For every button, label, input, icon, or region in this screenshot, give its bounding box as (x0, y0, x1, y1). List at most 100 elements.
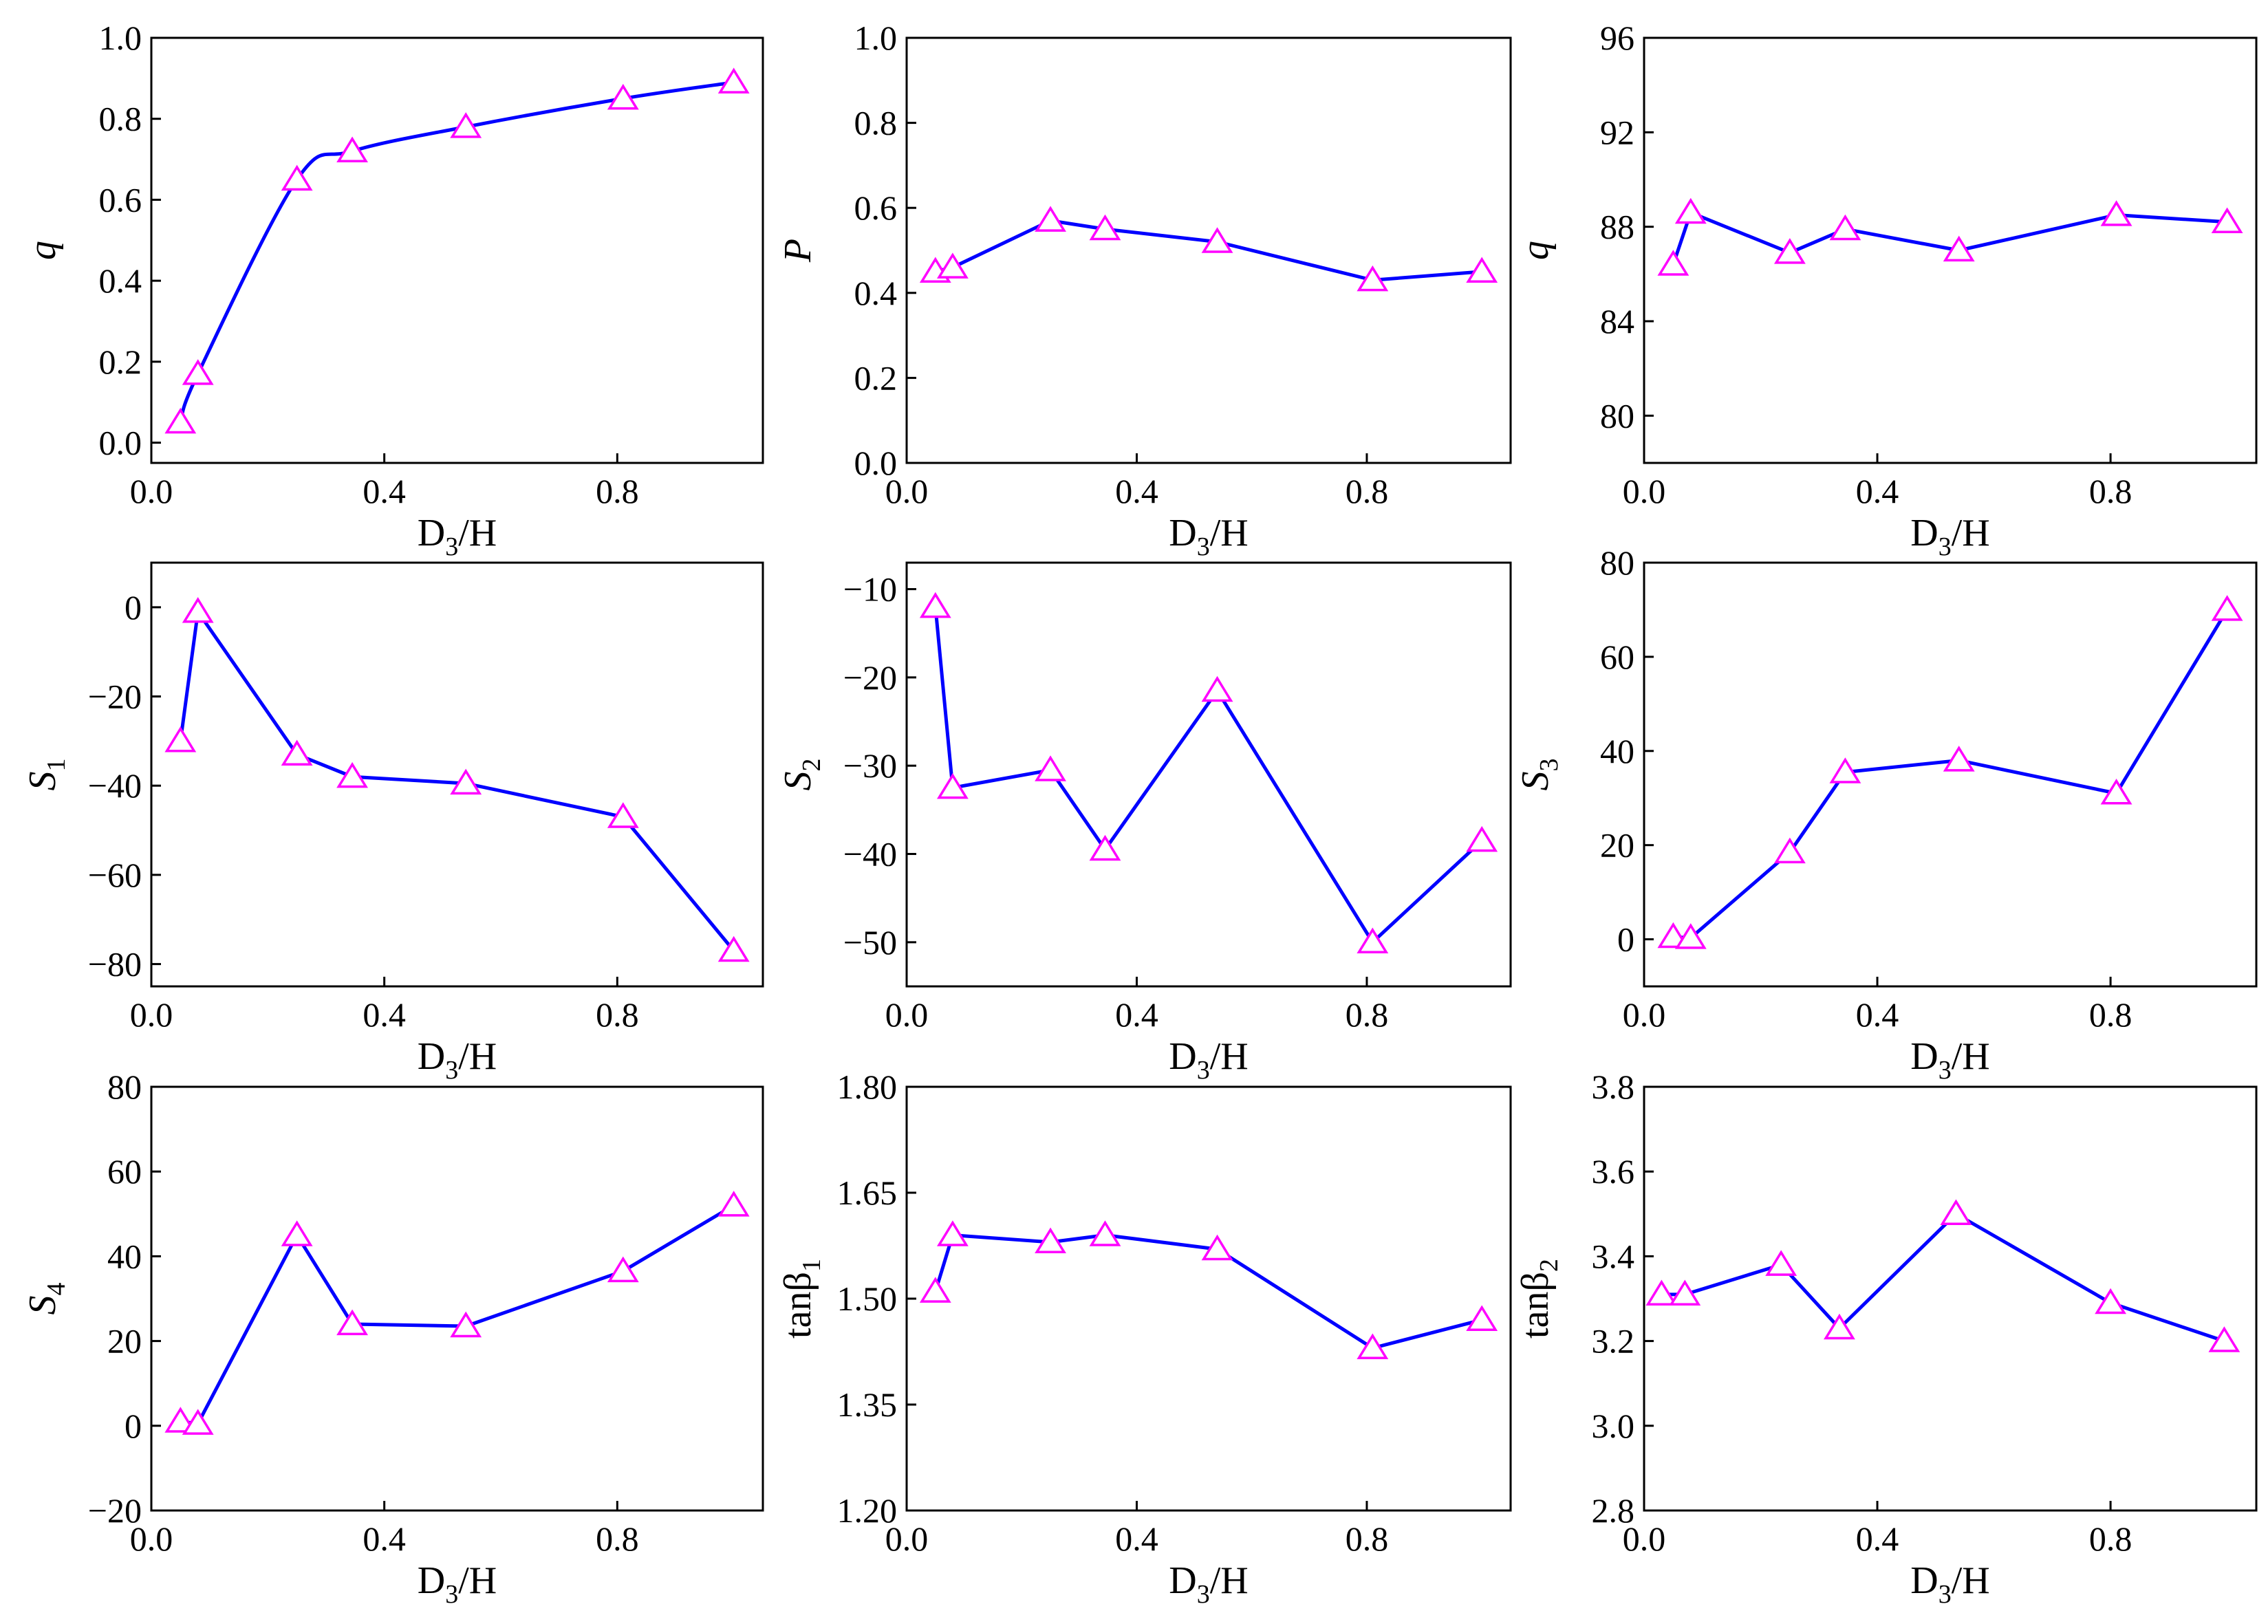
plot-frame (150, 561, 764, 988)
x-axis-title: D3/H (418, 512, 497, 561)
data-point (164, 726, 197, 753)
data-point (182, 359, 214, 385)
data-point (2095, 1288, 2127, 1314)
y-tick-label: 40 (1600, 732, 1634, 770)
x-tick-label: 0.8 (596, 472, 639, 510)
y-tick-label: 3.0 (1592, 1407, 1635, 1445)
x-axis-title: D3/H (1910, 1035, 1989, 1085)
x-tick-label: 0.4 (1115, 1519, 1158, 1558)
data-point (936, 1220, 969, 1246)
x-axis-title: D3/H (418, 1035, 497, 1085)
x-tick-label: 0.4 (1856, 472, 1899, 510)
x-axis-title: D3/H (1910, 1559, 1989, 1609)
x-tick-label: 0.0 (885, 995, 929, 1034)
x-tick-label: 0.4 (1115, 472, 1158, 510)
y-tick-label: −40 (843, 835, 897, 874)
data-point (1645, 1279, 1678, 1306)
y-tick-label: 0.8 (854, 104, 898, 142)
y-tick-label: 20 (107, 1322, 142, 1361)
x-tick-label: 0.8 (596, 995, 639, 1034)
data-point (450, 1311, 482, 1338)
x-tick-label: 0.0 (1623, 472, 1666, 510)
y-tick-label: 1.35 (837, 1385, 898, 1424)
y-axis-title: tanβ2 (1514, 1259, 1564, 1339)
chart-panel-5: 0.0 0.4 0.8 −50 −40 −30 −20 −10 D3/H S2 (777, 561, 1512, 1085)
data-point (1035, 755, 1066, 781)
y-tick-label: 20 (1600, 826, 1634, 865)
y-axis-title: S3 (1514, 759, 1564, 791)
y-tick-label: 1.80 (837, 1068, 898, 1106)
data-point (1674, 197, 1707, 224)
data-point (1089, 834, 1121, 861)
data-point (1657, 250, 1689, 276)
data-point (2208, 1326, 2240, 1352)
y-tick-label: 80 (1600, 396, 1634, 435)
x-tick-label: 0.8 (1346, 472, 1389, 510)
y-tick-label: −30 (843, 746, 897, 785)
data-point (1829, 214, 1861, 241)
data-point (1943, 746, 1975, 772)
x-axis-title: D3/H (1169, 1035, 1248, 1085)
data-point (2211, 207, 2243, 233)
plot-frame (905, 36, 1512, 464)
chart-panel-2: 0.0 0.4 0.8 0.0 0.2 0.4 0.6 0.8 1.0 D3/H P (777, 19, 1512, 561)
y-tick-label: 60 (1600, 638, 1634, 676)
plot-frame (1643, 1085, 2258, 1512)
x-tick-label: 0.8 (2089, 995, 2132, 1034)
y-tick-label: 1.20 (837, 1491, 898, 1530)
x-tick-label: 0.8 (2089, 472, 2132, 510)
y-tick-label: 3.6 (1592, 1152, 1635, 1191)
y-tick-label: −80 (88, 945, 142, 984)
plot-frame (905, 561, 1512, 988)
data-point (2211, 595, 2243, 621)
y-tick-label: 0.6 (99, 180, 142, 219)
y-tick-label: 1.50 (837, 1279, 898, 1318)
y-tick-label: 0.6 (854, 188, 898, 227)
data-point (1466, 825, 1498, 852)
y-tick-label: 0.4 (854, 274, 898, 312)
y-tick-label: 80 (1600, 543, 1634, 582)
x-tick-label: 0.4 (1115, 995, 1158, 1034)
y-tick-label: 0.8 (99, 100, 142, 138)
x-tick-label: 0.0 (1623, 995, 1666, 1034)
x-axis-title: D3/H (1169, 512, 1248, 561)
series-line (178, 609, 735, 952)
y-tick-label: 1.0 (99, 19, 142, 57)
x-axis-title: D3/H (1910, 512, 1989, 561)
data-point (336, 1309, 369, 1336)
chart-panel-3: 0.0 0.4 0.8 80 84 88 92 96 D3/H q (1514, 19, 2258, 561)
plot-frame (150, 1085, 764, 1512)
x-tick-label: 0.0 (1623, 1519, 1666, 1558)
y-tick-label: 1.0 (854, 19, 898, 57)
data-point (164, 1407, 197, 1433)
plot-frame (1643, 561, 2258, 988)
data-point (281, 739, 313, 766)
data-point (1089, 1220, 1121, 1246)
chart-panel-9: 0.0 0.4 0.8 2.8 3.0 3.2 3.4 3.6 3.8 D3/H tanβ2 (1514, 1068, 2258, 1609)
data-point (1201, 1234, 1233, 1261)
x-tick-label: 0.0 (130, 1519, 173, 1558)
y-tick-label: −20 (88, 1491, 142, 1530)
chart-panel-6: 0.0 0.4 0.8 0 20 40 60 80 D3/H S3 (1514, 543, 2258, 1085)
data-point (717, 67, 750, 94)
data-point (1829, 757, 1861, 783)
y-tick-label: −60 (88, 856, 142, 894)
y-tick-label: −20 (843, 658, 897, 697)
y-tick-label: 0.4 (99, 261, 142, 300)
y-tick-label: −20 (88, 678, 142, 716)
data-point (182, 596, 214, 623)
x-tick-label: 0.0 (885, 1519, 929, 1558)
y-tick-label: 40 (107, 1237, 142, 1275)
y-tick-label: 0.0 (854, 444, 898, 482)
data-point (1466, 1305, 1498, 1331)
y-axis-title: S4 (21, 1283, 71, 1315)
plot-frame (905, 1085, 1512, 1512)
data-point (336, 136, 369, 162)
data-point (919, 592, 951, 618)
x-tick-label: 0.4 (363, 472, 406, 510)
series-line (933, 606, 1483, 944)
data-point (717, 935, 750, 962)
y-axis-title: q (21, 241, 64, 260)
data-point (281, 1220, 313, 1246)
y-axis-title: tanβ1 (777, 1259, 826, 1339)
